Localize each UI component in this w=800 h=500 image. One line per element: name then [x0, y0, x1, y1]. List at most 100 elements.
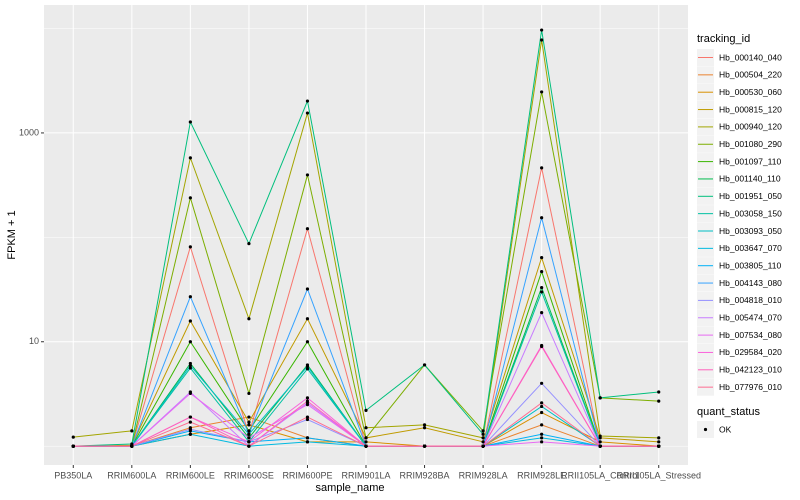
- x-tick-label: RRIM928LA: [459, 470, 508, 480]
- legend-label: OK: [719, 424, 732, 434]
- data-point: [247, 317, 251, 321]
- data-point: [540, 166, 544, 170]
- data-point: [540, 410, 544, 415]
- data-point: [305, 367, 310, 371]
- data-point: [481, 432, 485, 436]
- data-point: [247, 391, 251, 396]
- x-tick-label: RRIM600LA: [107, 470, 156, 480]
- data-point: [305, 415, 310, 419]
- data-point: [540, 28, 544, 32]
- data-point: [598, 396, 602, 400]
- legend-label: Hb_077976_010: [719, 382, 782, 392]
- data-point: [188, 340, 192, 344]
- data-point: [305, 227, 310, 231]
- data-point: [598, 440, 602, 444]
- legend-label: Hb_007534_080: [719, 330, 782, 340]
- data-point: [305, 173, 310, 177]
- legend-label: Hb_001951_050: [719, 191, 782, 201]
- data-point: [540, 216, 544, 220]
- data-point: [364, 440, 368, 444]
- data-point: [130, 444, 134, 448]
- legend-label: Hb_001080_290: [719, 139, 782, 149]
- legend-label: Hb_042123_010: [719, 365, 782, 375]
- legend-label: Hb_004143_080: [719, 278, 782, 288]
- data-point: [247, 429, 251, 433]
- data-point: [188, 196, 192, 200]
- data-point: [540, 269, 544, 274]
- x-tick-label: RRIM600LE: [166, 470, 215, 480]
- data-point: [540, 344, 544, 349]
- data-point: [305, 399, 310, 403]
- data-point: [188, 245, 192, 249]
- data-point: [188, 319, 192, 323]
- data-point: [481, 436, 485, 440]
- data-point: [598, 444, 602, 448]
- data-point: [247, 415, 251, 419]
- legend-label: Hb_000140_040: [719, 52, 782, 62]
- legend-label: Hb_001097_110: [719, 156, 782, 166]
- data-point: [305, 364, 310, 369]
- data-point: [305, 340, 310, 344]
- data-point: [540, 401, 544, 405]
- data-point: [305, 403, 310, 407]
- data-point: [540, 290, 544, 294]
- x-tick-label: RRIM928LE: [517, 470, 566, 480]
- data-point: [188, 364, 192, 368]
- data-point: [188, 432, 192, 436]
- data-point: [422, 363, 427, 367]
- data-point: [598, 434, 602, 438]
- x-tick-label: RRIM600SE: [224, 470, 274, 480]
- data-point: [130, 429, 134, 433]
- data-point: [540, 404, 544, 409]
- data-point: [422, 444, 427, 448]
- legend-title: tracking_id: [697, 33, 750, 45]
- data-point: [422, 426, 427, 430]
- legend-label: Hb_000940_120: [719, 122, 782, 132]
- data-point: [247, 436, 251, 440]
- data-point: [247, 242, 251, 246]
- legend-label: Hb_003093_050: [719, 226, 782, 236]
- data-point: [657, 399, 661, 403]
- data-point: [364, 436, 368, 440]
- data-point: [481, 444, 485, 448]
- data-point: [540, 90, 544, 94]
- data-point: [247, 444, 251, 448]
- y-tick-label: 10: [29, 336, 39, 346]
- legend-label: Hb_000504_220: [719, 70, 782, 80]
- data-point: [188, 415, 192, 419]
- legend-label: Hb_000530_060: [719, 87, 782, 97]
- legend-label: Hb_003647_070: [719, 243, 782, 253]
- data-point: [364, 444, 368, 448]
- data-point: [364, 408, 368, 413]
- y-axis-title: FPKM + 1: [6, 210, 18, 259]
- data-point: [305, 99, 310, 103]
- y-tick-label: 1000: [19, 127, 39, 137]
- legend-label: Hb_004818_010: [719, 295, 782, 305]
- legend-label: Hb_005474_070: [719, 313, 782, 323]
- legend-label: Hb_000815_120: [719, 104, 782, 114]
- data-point: [247, 420, 251, 424]
- data-point: [188, 391, 192, 396]
- data-point: [188, 295, 192, 299]
- legend-label: Hb_029584_020: [719, 347, 782, 357]
- data-point: [657, 436, 661, 440]
- data-point: [540, 436, 544, 440]
- grid: [44, 5, 688, 465]
- points: [71, 28, 661, 448]
- data-point: [540, 255, 544, 260]
- data-point: [71, 444, 75, 448]
- x-tick-label: RRIM600PE: [282, 470, 332, 480]
- legend-label: Hb_001140_110: [719, 174, 781, 184]
- data-point: [657, 440, 661, 444]
- legend-key-point: [703, 427, 708, 432]
- data-point: [305, 396, 310, 400]
- data-point: [188, 361, 192, 366]
- data-point: [305, 417, 310, 422]
- data-point: [305, 436, 310, 440]
- x-tick-label: RRII105LA_Stressed: [616, 470, 701, 480]
- x-tick-label: RRIM901LA: [341, 470, 390, 480]
- x-tick-label: RRII105LA_Control: [561, 470, 639, 480]
- data-point: [305, 440, 310, 444]
- data-point: [188, 120, 192, 124]
